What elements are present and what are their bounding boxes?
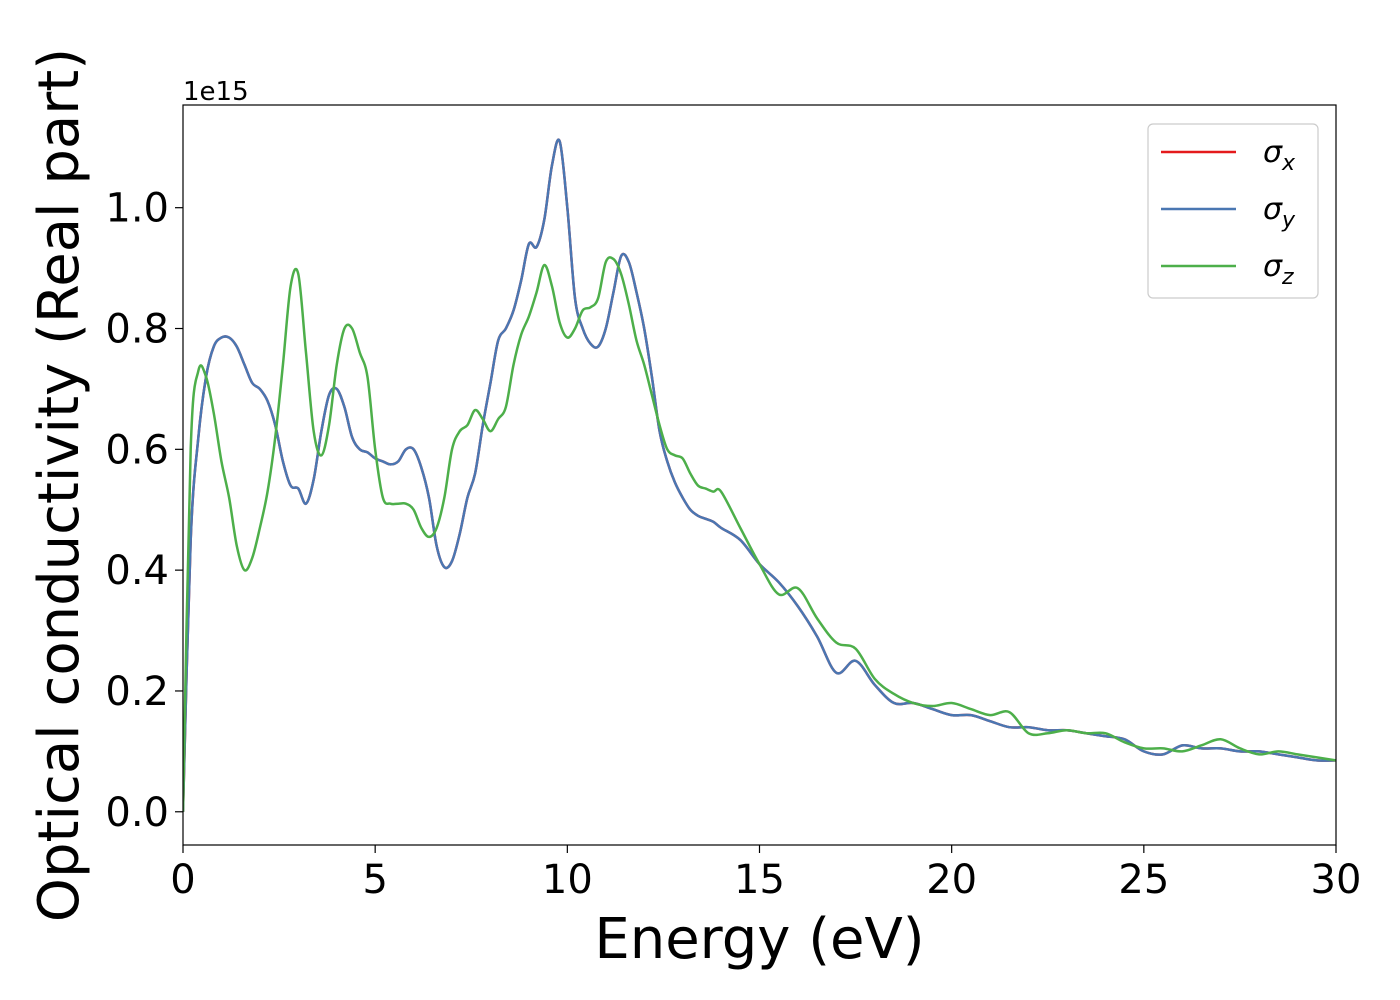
y-offset-label: 1e15: [183, 77, 249, 107]
x-tick-label: 30: [1311, 857, 1362, 903]
legend-label-subscript: y: [1281, 208, 1296, 233]
x-tick-label: 20: [926, 857, 977, 903]
legend-label-y: σy: [1263, 192, 1296, 233]
series-lines: [183, 138, 1336, 812]
legend-label-symbol: σ: [1263, 192, 1283, 227]
y-tick-label: 0.8: [105, 307, 169, 353]
y-tick-label: 0.4: [105, 548, 169, 594]
y-axis-label: Optical conductivity (Real part): [27, 48, 92, 922]
legend-label-subscript: z: [1281, 265, 1294, 290]
series-line-z: [183, 256, 1336, 812]
x-tick-label: 15: [734, 857, 785, 903]
series-line-y: [183, 138, 1336, 812]
legend-label-x: σx: [1263, 135, 1296, 176]
y-tick-label: 0.2: [105, 669, 169, 715]
x-tick-label: 25: [1118, 857, 1169, 903]
y-tick-label: 1.0: [105, 186, 169, 232]
legend-label-symbol: σ: [1263, 135, 1283, 170]
y-tick-label: 0.6: [105, 427, 169, 473]
ticks: 0 5 10 15 20 25 30 0.0 0.2 0.4 0.6 0.8 1.0: [105, 186, 1361, 903]
legend-label-z: σz: [1263, 249, 1294, 290]
legend-box: [1147, 123, 1319, 299]
legend-label-subscript: x: [1281, 151, 1296, 176]
x-axis-label: Energy (eV): [594, 907, 924, 972]
x-tick-label: 10: [542, 857, 593, 903]
x-tick-label: 5: [362, 857, 387, 903]
legend-label-symbol: σ: [1263, 249, 1283, 284]
x-tick-label: 0: [170, 857, 195, 903]
y-tick-label: 0.0: [105, 790, 169, 836]
